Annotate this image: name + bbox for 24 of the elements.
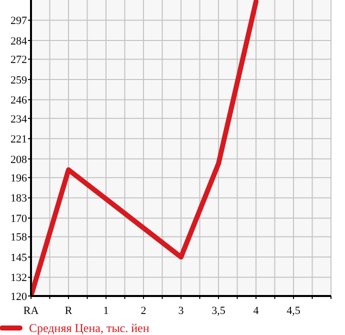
- x-tick-label: RA: [23, 305, 39, 317]
- legend-label: Средняя Цена, тыс. йен: [29, 321, 150, 335]
- y-tick-label: 284: [10, 35, 28, 48]
- y-tick-label: 183: [10, 192, 28, 205]
- x-tick-label: 4: [253, 305, 260, 317]
- y-tick-label: 272: [10, 54, 27, 66]
- y-tick-label: 132: [10, 272, 27, 284]
- x-tick-label: 3: [178, 305, 184, 317]
- y-tick-label: 221: [10, 134, 27, 146]
- x-tick-label: 4,5: [286, 305, 301, 317]
- y-tick-label: 196: [10, 172, 28, 184]
- x-tick-label: R: [64, 305, 73, 317]
- y-tick-label: 246: [10, 94, 28, 107]
- y-tick-label: 158: [10, 232, 28, 244]
- y-tick-label: 145: [10, 252, 28, 264]
- y-tick-label: 170: [10, 212, 28, 225]
- y-tick-label: 234: [10, 113, 28, 126]
- x-tick-label: 2: [140, 305, 146, 317]
- y-tick-label: 259: [10, 74, 28, 86]
- y-tick-label: 208: [10, 154, 28, 166]
- x-tick-label: 3,5: [212, 305, 226, 317]
- x-tick-label: 1: [103, 305, 109, 317]
- y-tick-label: 120: [10, 290, 28, 303]
- y-tick-label: 297: [10, 15, 28, 28]
